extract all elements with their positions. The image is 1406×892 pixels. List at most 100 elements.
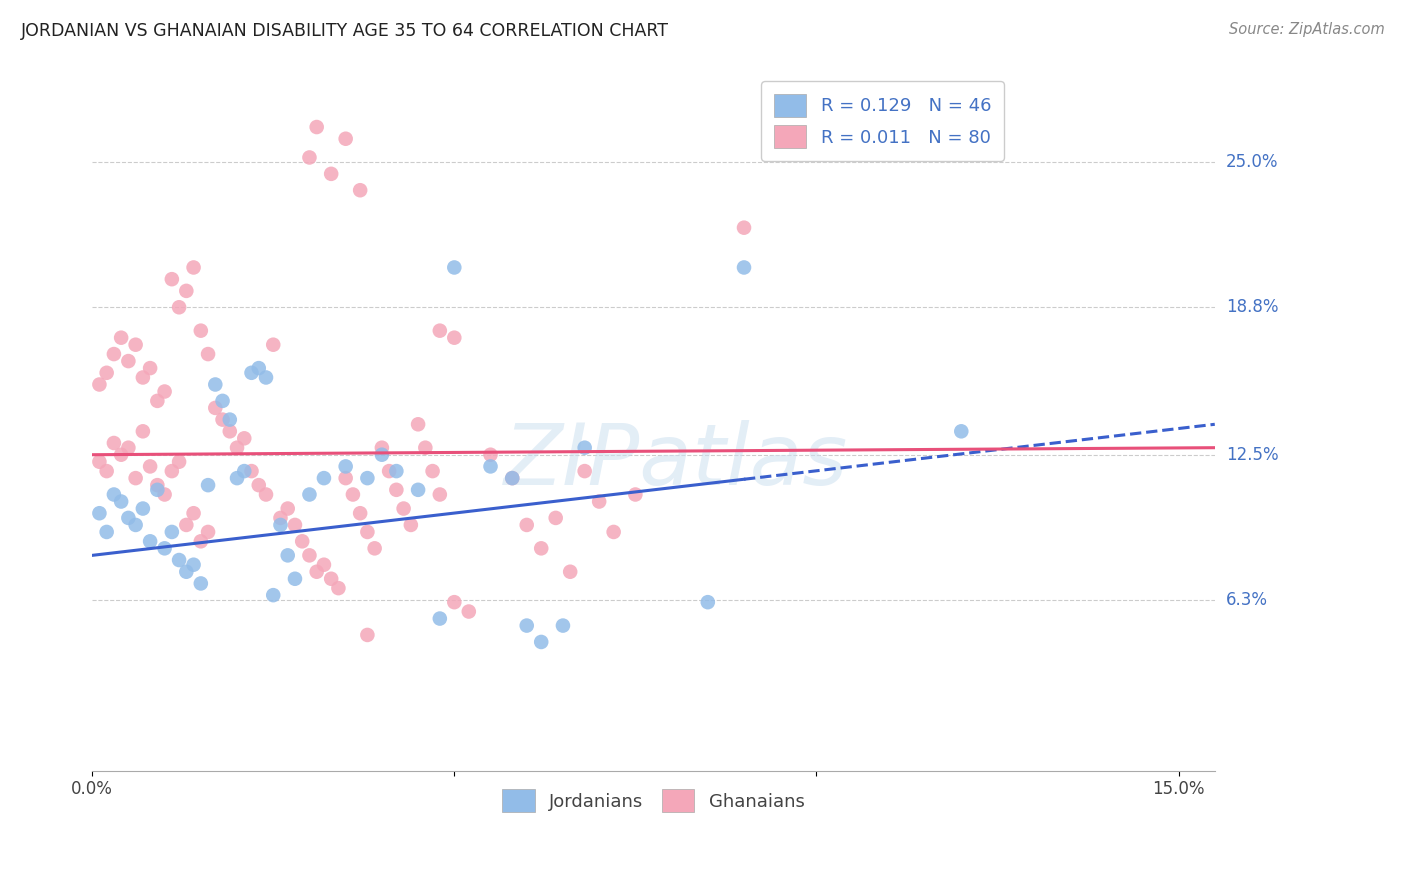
Point — [371, 441, 394, 455]
Point — [167, 300, 190, 314]
Point — [378, 464, 401, 478]
Point — [254, 487, 277, 501]
Point — [312, 471, 335, 485]
Point — [103, 347, 125, 361]
Point — [291, 534, 314, 549]
Point — [298, 549, 321, 563]
Point — [226, 471, 249, 485]
Point — [312, 558, 335, 572]
Point — [371, 448, 394, 462]
Point — [501, 471, 523, 485]
Point — [103, 436, 125, 450]
Point — [117, 441, 139, 455]
Point — [429, 487, 451, 501]
Point — [233, 431, 256, 445]
Point — [399, 517, 422, 532]
Point — [218, 425, 240, 439]
Point — [117, 511, 139, 525]
Point — [190, 576, 212, 591]
Point — [530, 635, 553, 649]
Point — [479, 448, 502, 462]
Point — [183, 260, 205, 275]
Point — [96, 464, 118, 478]
Point — [277, 549, 299, 563]
Point — [516, 517, 538, 532]
Point — [153, 541, 176, 556]
Point — [335, 471, 357, 485]
Point — [160, 272, 183, 286]
Point — [335, 132, 357, 146]
Text: 6.3%: 6.3% — [1226, 591, 1268, 609]
Point — [146, 483, 169, 497]
Text: 25.0%: 25.0% — [1226, 153, 1278, 171]
Point — [262, 588, 284, 602]
Point — [356, 628, 378, 642]
Point — [240, 366, 263, 380]
Point — [574, 441, 596, 455]
Point — [305, 120, 328, 134]
Point — [443, 595, 465, 609]
Point — [544, 511, 567, 525]
Point — [110, 331, 132, 345]
Point — [284, 572, 307, 586]
Point — [167, 455, 190, 469]
Point — [696, 595, 718, 609]
Point — [153, 384, 176, 399]
Point — [385, 483, 408, 497]
Point — [240, 464, 263, 478]
Point — [197, 524, 219, 539]
Point — [197, 347, 219, 361]
Point — [321, 167, 343, 181]
Point — [247, 361, 270, 376]
Point — [262, 337, 284, 351]
Point — [254, 370, 277, 384]
Point — [328, 581, 350, 595]
Point — [211, 393, 233, 408]
Legend: Jordanians, Ghanaians: Jordanians, Ghanaians — [489, 776, 817, 825]
Point — [96, 524, 118, 539]
Point — [247, 478, 270, 492]
Point — [733, 260, 755, 275]
Point — [167, 553, 190, 567]
Text: 18.8%: 18.8% — [1226, 298, 1278, 317]
Point — [218, 412, 240, 426]
Point — [574, 464, 596, 478]
Point — [298, 487, 321, 501]
Point — [457, 605, 479, 619]
Point — [305, 565, 328, 579]
Point — [183, 558, 205, 572]
Point — [110, 448, 132, 462]
Point — [530, 541, 553, 556]
Point — [124, 517, 146, 532]
Point — [277, 501, 299, 516]
Text: Source: ZipAtlas.com: Source: ZipAtlas.com — [1229, 22, 1385, 37]
Point — [479, 459, 502, 474]
Point — [284, 517, 307, 532]
Point — [342, 487, 364, 501]
Point — [233, 464, 256, 478]
Point — [298, 151, 321, 165]
Point — [560, 565, 582, 579]
Point — [516, 618, 538, 632]
Point — [160, 524, 183, 539]
Point — [176, 565, 198, 579]
Point — [117, 354, 139, 368]
Point — [124, 337, 146, 351]
Point — [950, 425, 973, 439]
Point — [356, 471, 378, 485]
Point — [89, 506, 111, 520]
Point — [269, 517, 291, 532]
Point — [96, 366, 118, 380]
Point — [335, 459, 357, 474]
Point — [363, 541, 385, 556]
Text: ZIPatlas: ZIPatlas — [503, 420, 848, 503]
Point — [415, 441, 437, 455]
Point — [602, 524, 624, 539]
Point — [146, 478, 169, 492]
Point — [146, 393, 169, 408]
Text: 12.5%: 12.5% — [1226, 446, 1278, 464]
Point — [132, 370, 155, 384]
Point — [124, 471, 146, 485]
Point — [211, 412, 233, 426]
Point — [197, 478, 219, 492]
